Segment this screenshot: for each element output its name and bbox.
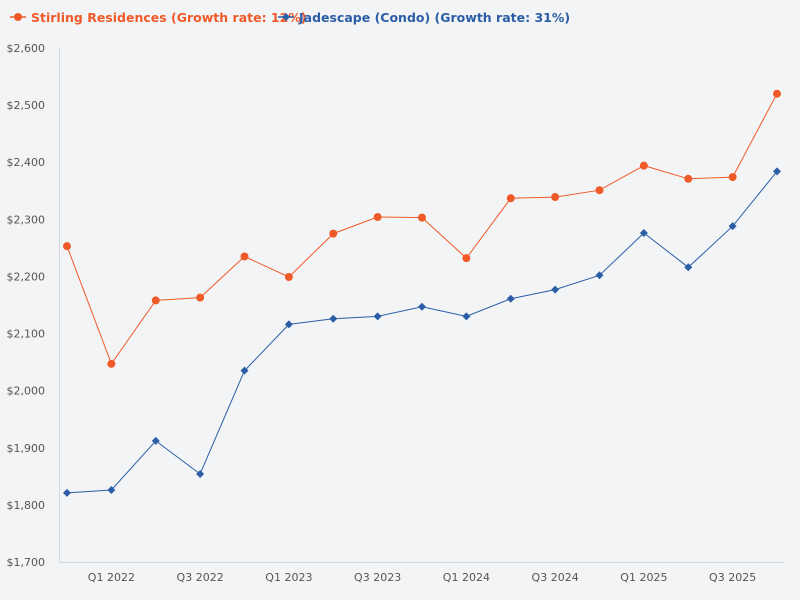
y-axis: $1,700 $1,800 $1,900 $2,000 $2,100 $2,200 $2,3… bbox=[7, 42, 46, 569]
data-point[interactable] bbox=[595, 271, 604, 280]
data-point[interactable] bbox=[107, 486, 116, 495]
x-tick-label: Q3 2025 bbox=[709, 571, 756, 584]
data-point[interactable] bbox=[329, 229, 338, 238]
series-layer bbox=[63, 89, 781, 497]
data-point[interactable] bbox=[63, 488, 71, 497]
data-point[interactable] bbox=[551, 193, 560, 202]
legend-item-jadescape[interactable]: Jadescape (Condo) (Growth rate: 31%) bbox=[278, 10, 570, 25]
y-tick-label: $1,900 bbox=[7, 442, 46, 455]
data-point[interactable] bbox=[551, 285, 560, 294]
x-tick-label: Q3 2024 bbox=[532, 571, 579, 584]
data-point[interactable] bbox=[639, 161, 648, 170]
data-point[interactable] bbox=[773, 167, 781, 176]
data-point[interactable] bbox=[773, 89, 781, 98]
y-tick-label: $2,600 bbox=[7, 42, 46, 55]
y-tick-label: $1,700 bbox=[7, 556, 46, 569]
data-point[interactable] bbox=[284, 320, 293, 329]
data-point[interactable] bbox=[506, 294, 515, 303]
legend-item-stirling[interactable]: Stirling Residences (Growth rate: 12%) bbox=[10, 10, 307, 25]
legend: Stirling Residences (Growth rate: 12%) J… bbox=[10, 10, 570, 25]
data-point[interactable] bbox=[684, 174, 693, 183]
data-point[interactable] bbox=[462, 254, 471, 263]
data-point[interactable] bbox=[462, 312, 471, 321]
data-point[interactable] bbox=[196, 470, 205, 479]
data-point[interactable] bbox=[506, 194, 515, 203]
y-tick-label: $2,100 bbox=[7, 328, 46, 341]
data-point[interactable] bbox=[418, 213, 426, 222]
data-point[interactable] bbox=[151, 436, 160, 445]
data-point[interactable] bbox=[373, 213, 382, 222]
data-point[interactable] bbox=[151, 296, 160, 305]
legend-marker-stirling bbox=[14, 13, 22, 21]
x-tick-label: Q1 2022 bbox=[88, 571, 135, 584]
x-tick-label: Q1 2025 bbox=[620, 571, 667, 584]
data-point[interactable] bbox=[373, 312, 382, 321]
data-point[interactable] bbox=[595, 186, 604, 195]
legend-label-stirling: Stirling Residences (Growth rate: 12%) bbox=[31, 10, 307, 25]
data-point[interactable] bbox=[728, 173, 737, 182]
x-axis: Q1 2022 Q3 2022 Q1 2023 Q3 2023 Q1 2024 Q3 20… bbox=[88, 571, 756, 584]
y-tick-label: $2,300 bbox=[7, 213, 46, 226]
data-point[interactable] bbox=[107, 359, 116, 368]
data-point[interactable] bbox=[284, 273, 293, 282]
legend-marker-jadescape bbox=[282, 13, 290, 21]
data-point[interactable] bbox=[639, 229, 648, 238]
data-point[interactable] bbox=[196, 293, 205, 302]
data-point[interactable] bbox=[684, 263, 693, 272]
x-tick-label: Q3 2022 bbox=[177, 571, 224, 584]
x-tick-label: Q1 2023 bbox=[265, 571, 312, 584]
series-0 bbox=[63, 89, 781, 368]
y-tick-label: $2,000 bbox=[7, 385, 46, 398]
series-line bbox=[66, 93, 778, 365]
data-point[interactable] bbox=[240, 252, 249, 261]
y-tick-label: $2,200 bbox=[7, 270, 46, 283]
data-point[interactable] bbox=[728, 222, 737, 231]
y-tick-label: $2,400 bbox=[7, 156, 46, 169]
data-point[interactable] bbox=[418, 302, 426, 311]
x-tick-label: Q3 2023 bbox=[354, 571, 401, 584]
data-point[interactable] bbox=[329, 314, 338, 323]
data-point[interactable] bbox=[240, 366, 249, 375]
x-tick-label: Q1 2024 bbox=[443, 571, 490, 584]
legend-label-jadescape: Jadescape (Condo) (Growth rate: 31%) bbox=[298, 10, 570, 25]
series-1 bbox=[63, 167, 781, 497]
y-tick-label: $1,800 bbox=[7, 499, 46, 512]
data-point[interactable] bbox=[63, 242, 71, 251]
y-tick-label: $2,500 bbox=[7, 99, 46, 112]
